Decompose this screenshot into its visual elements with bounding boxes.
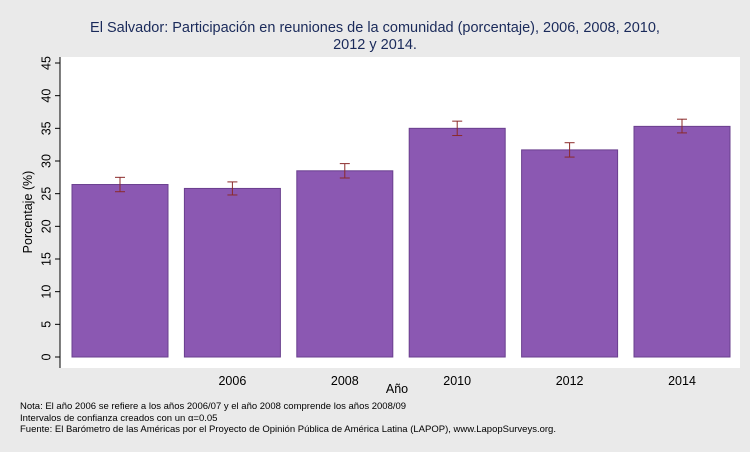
error-bar <box>227 181 238 196</box>
x-tick-label: 2010 <box>443 374 471 388</box>
y-ticks-layer: 0 5 10 15 20 25 30 35 40 45 <box>39 56 60 360</box>
source-line: Fuente: El Barómetro de las Américas por… <box>20 424 556 435</box>
chart-title-line-1: El Salvador: Participación en reuniones … <box>90 20 660 36</box>
y-axis-title: Porcentaje (%) <box>21 171 35 254</box>
note-line-1: Nota: El año 2006 se refiere a los años … <box>20 401 407 412</box>
bar <box>71 184 169 358</box>
bars-layer <box>71 125 731 358</box>
bar <box>408 127 506 358</box>
y-tick-label: 10 <box>39 285 53 299</box>
y-tick-label: 25 <box>39 187 53 201</box>
y-tick-label: 30 <box>39 154 53 168</box>
y-tick-label: 5 <box>39 321 53 328</box>
y-tick-label: 20 <box>39 219 53 233</box>
bar <box>296 170 394 358</box>
x-axis-title: Año <box>386 382 408 396</box>
y-tick-label: 15 <box>39 252 53 266</box>
chart-title-line-2: 2012 y 2014. <box>333 37 417 53</box>
y-tick-label: 40 <box>39 89 53 103</box>
note-line-2: Intervalos de confianza creados con un α… <box>20 412 218 424</box>
bar <box>521 149 619 358</box>
bar <box>633 125 731 358</box>
y-tick-label: 35 <box>39 121 53 135</box>
x-tick-label: 2014 <box>668 374 696 388</box>
error-bar <box>115 176 125 193</box>
plot-area <box>60 57 740 368</box>
y-tick-label: 0 <box>39 353 53 360</box>
error-bar <box>564 142 575 158</box>
x-tick-label: 2012 <box>556 374 584 388</box>
x-tick-label: 2008 <box>331 374 359 388</box>
error-bar <box>452 120 463 137</box>
chart-notes: Nota: El año 2006 se refiere a los años … <box>20 401 740 436</box>
error-bar <box>677 118 687 134</box>
x-ticks-layer: 2006 2008 2010 2012 2014 <box>218 374 695 388</box>
bar <box>183 187 281 358</box>
y-tick-label: 45 <box>39 56 53 70</box>
errorbars-layer <box>115 118 687 196</box>
x-tick-label: 2006 <box>218 374 246 388</box>
error-bar <box>339 163 350 179</box>
